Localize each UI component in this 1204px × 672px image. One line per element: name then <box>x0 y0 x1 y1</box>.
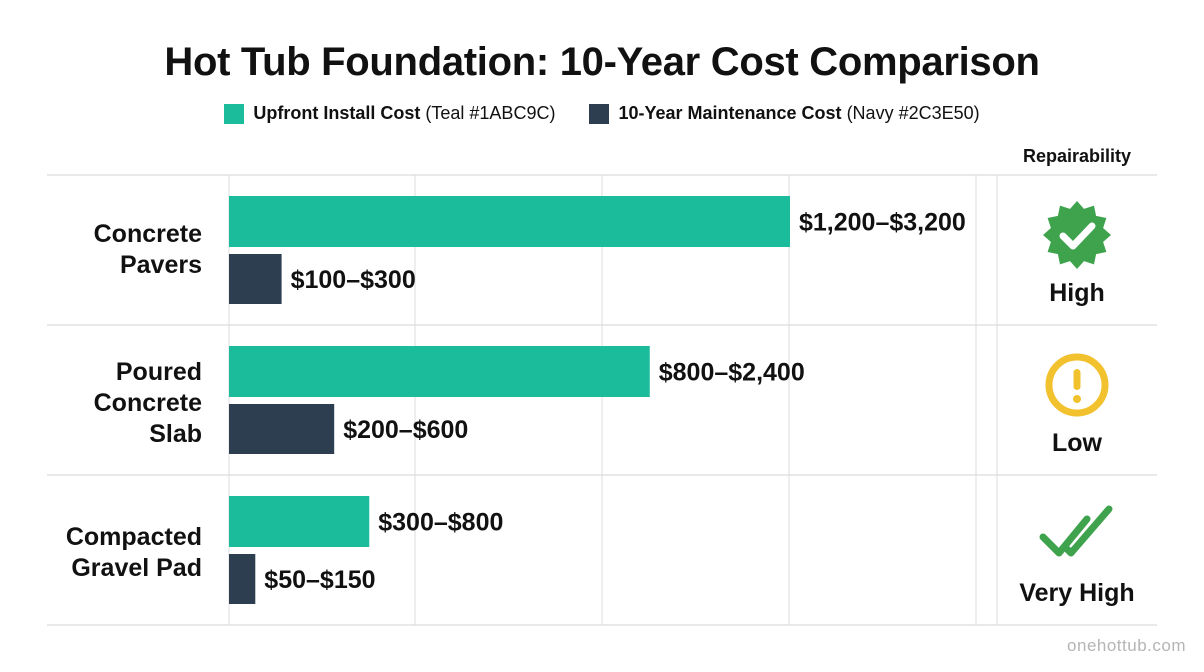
category-label-line: Gravel Pad <box>71 554 202 582</box>
legend-swatch-maintenance <box>589 103 610 124</box>
category-label-1: Poured Concrete Slab <box>12 357 202 450</box>
category-label-0: Concrete Pavers <box>12 219 202 281</box>
legend-label-upfront: Upfront Install Cost <box>253 103 421 123</box>
data-label-maintenance-2: $50–$150 <box>264 566 375 594</box>
legend-label-maintenance: 10-Year Maintenance Cost <box>618 103 842 123</box>
legend-item-maintenance: 10-Year Maintenance Cost (Navy #2C3E50) <box>589 103 980 124</box>
bar-maintenance-0 <box>229 254 282 304</box>
bar-maintenance-1 <box>229 404 335 454</box>
category-label-line: Concrete <box>93 220 202 248</box>
repairability-cell-2: Very High <box>997 499 1157 608</box>
category-label-line: Poured <box>115 357 202 386</box>
bar-maintenance-2 <box>229 554 256 604</box>
category-label-line: Slab <box>149 419 202 448</box>
data-label-upfront-2: $300–$800 <box>378 509 503 537</box>
chart-title: Hot Tub Foundation: 10-Year Cost Compari… <box>164 40 1040 84</box>
legend: Upfront Install Cost (Teal #1ABC9C) 10-Y… <box>0 103 1204 124</box>
category-label-line: Concrete <box>93 388 202 417</box>
bar-upfront-2 <box>229 496 370 547</box>
check-badge-icon <box>1043 201 1111 269</box>
legend-swatch-upfront <box>224 103 245 124</box>
repairability-value-1: Low <box>1052 429 1102 457</box>
repairability-value-0: High <box>1049 279 1105 307</box>
category-label-2: Compacted Gravel Pad <box>12 522 202 584</box>
repairability-header: Repairability <box>1022 146 1132 166</box>
watermark: onehottub.com <box>1067 636 1186 655</box>
repairability-cell-1: Low <box>997 349 1157 458</box>
bar-upfront-0 <box>229 196 790 247</box>
data-label-upfront-1: $800–$2,400 <box>659 359 805 387</box>
repairability-value-2: Very High <box>1019 579 1135 607</box>
repairability-cell-0: High <box>997 199 1157 308</box>
data-label-maintenance-0: $100–$300 <box>291 266 416 294</box>
legend-item-upfront: Upfront Install Cost (Teal #1ABC9C) <box>224 103 555 124</box>
data-label-upfront-0: $1,200–$3,200 <box>799 209 966 237</box>
category-label-line: Pavers <box>119 251 202 279</box>
legend-note-upfront: (Teal #1ABC9C) <box>425 103 556 123</box>
legend-note-maintenance: (Navy #2C3E50) <box>846 103 980 123</box>
double-check-icon <box>1039 505 1113 557</box>
data-label-maintenance-1: $200–$600 <box>343 416 468 444</box>
category-label-line: Compacted <box>65 523 202 551</box>
warning-circle-icon <box>1045 353 1109 417</box>
bar-upfront-1 <box>229 346 650 397</box>
